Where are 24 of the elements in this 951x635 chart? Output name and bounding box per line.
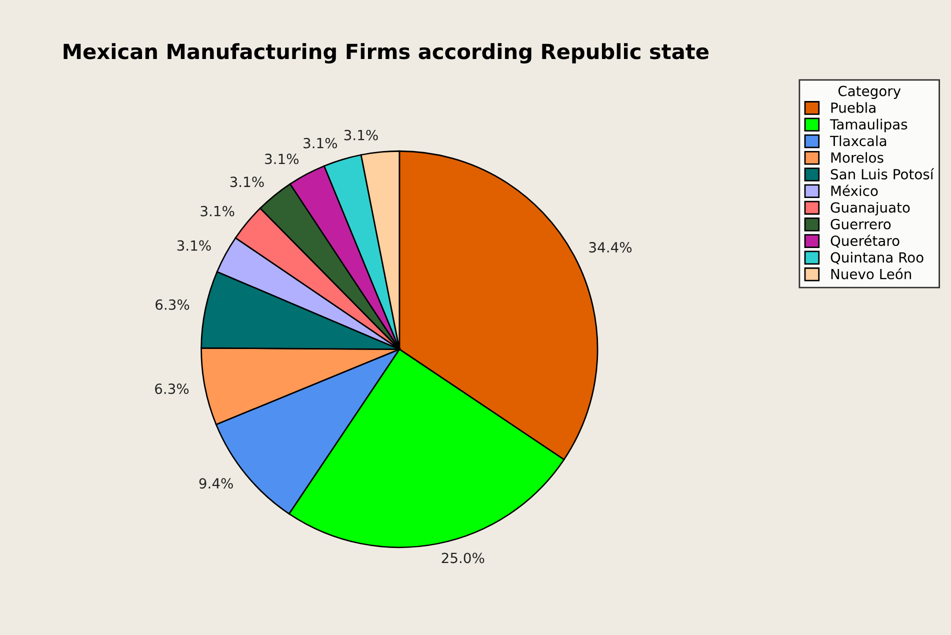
data-label: 3.1% (344, 130, 378, 140)
data-label: 25.0% (442, 552, 484, 564)
data-label: 3.1% (265, 154, 299, 164)
legend-label: Querétaro (830, 234, 900, 248)
data-label: 3.1% (230, 176, 264, 188)
data-label: 3.1% (177, 240, 211, 251)
legend-label: Puebla (831, 102, 876, 113)
data-label: 6.3% (156, 299, 190, 310)
legend-label: Guanajuato (830, 202, 910, 216)
data-label: 6.3% (155, 384, 189, 394)
legend-label: Nuevo León (831, 268, 912, 280)
legend-label: Guerrero (830, 218, 891, 230)
data-label: 3.1% (304, 138, 338, 148)
data-label: 3.1% (200, 206, 234, 216)
data-label: 9.4% (199, 478, 233, 489)
data-label: 34.4% (589, 242, 632, 253)
legend-label: Tlaxcala (830, 135, 886, 146)
legend-label: Quintana Roo (830, 252, 924, 264)
legend-label: Morelos (831, 152, 884, 163)
chart-title: Mexican Manufacturing Firms according Republic state (64, 43, 708, 64)
legend-label: México (831, 184, 878, 196)
legend-label: Tamaulipas (830, 118, 908, 132)
legend-title: Category (838, 86, 901, 99)
legend-label: San Luis Potosí (830, 168, 934, 180)
